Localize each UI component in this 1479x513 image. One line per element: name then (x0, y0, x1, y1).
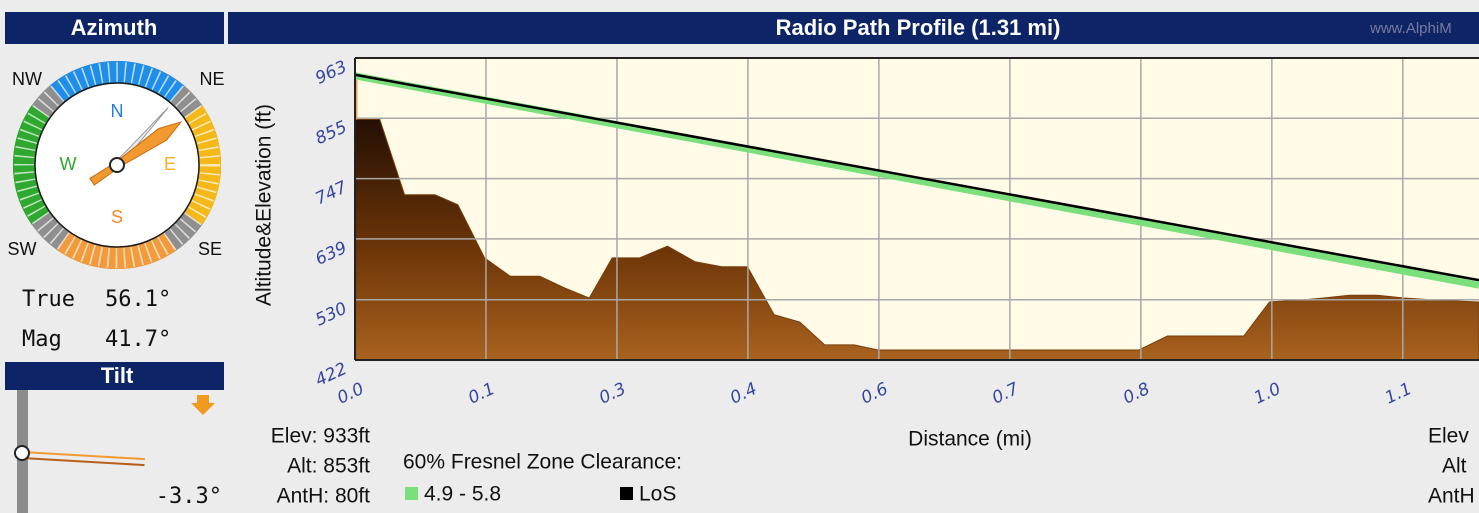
watermark: www.AlphiM (1369, 20, 1452, 37)
site-anth: AntH: 80ft (277, 485, 371, 508)
legend: 4.9 - 5.8 LoS (405, 483, 676, 506)
x-tick-label: 0.4 (727, 379, 760, 409)
legend-label: 4.9 - 5.8 (424, 483, 501, 506)
compass-ne: NE (199, 69, 224, 89)
screen: Azimuth Radio Path Profile (1.31 mi) www… (0, 0, 1479, 513)
y-tick-label: 530 (312, 299, 350, 331)
remote-anth: AntH (1428, 485, 1475, 508)
true-bearing: 56.1° (105, 287, 171, 312)
remote-elev: Elev (1428, 425, 1469, 448)
legend-label: LoS (639, 483, 676, 506)
needle-hub (110, 158, 124, 172)
true-label: True (22, 287, 75, 312)
y-tick-label: 963 (312, 57, 350, 89)
x-tick-label: 1.0 (1251, 379, 1284, 409)
mag-bearing: 41.7° (105, 327, 171, 352)
tilt-gauge (15, 446, 145, 465)
azimuth-title: Azimuth (71, 15, 158, 40)
x-tick-label: 1.1 (1382, 379, 1415, 409)
page: Azimuth Radio Path Profile (1.31 mi) www… (0, 0, 1479, 513)
legend-swatch (405, 487, 418, 500)
tilt-value: -3.3° (156, 484, 222, 509)
x-tick-label: 0.7 (989, 379, 1022, 409)
legend-title: 60% Fresnel Zone Clearance: (403, 451, 682, 474)
remote-alt: Alt (1442, 455, 1467, 478)
compass-n: N (111, 101, 124, 121)
x-tick-label: 0.3 (596, 379, 629, 409)
tilt-needle-line (22, 452, 145, 459)
profile-title: Radio Path Profile (1.31 mi) (776, 15, 1061, 40)
tilt-title: Tilt (101, 363, 134, 388)
legend-swatch (620, 487, 633, 500)
tilt-hub (15, 446, 29, 460)
compass-se: SE (198, 239, 222, 259)
site-elev: Elev: 933ft (271, 425, 370, 448)
x-tick-label: 0.6 (858, 379, 891, 409)
tilt-needle-line (22, 458, 145, 465)
x-axis-label: Distance (mi) (908, 428, 1032, 451)
compass-w: W (60, 154, 77, 174)
mag-label: Mag (22, 327, 62, 352)
compass-sw: SW (8, 239, 37, 259)
y-axis-label: Altitude&Elevation (ft) (253, 104, 276, 306)
site-alt: Alt: 853ft (287, 455, 370, 478)
y-tick-label: 855 (312, 117, 350, 149)
y-tick-label: 747 (312, 177, 350, 209)
tilt-needle (22, 452, 145, 465)
compass-e: E (164, 154, 176, 174)
y-tick-label: 639 (312, 238, 350, 270)
compass-nw: NW (12, 69, 42, 89)
x-tick-label: 0.8 (1120, 379, 1153, 409)
compass-s: S (111, 207, 123, 227)
x-tick-label: 0.0 (334, 379, 367, 409)
tilt-arrow (191, 395, 215, 415)
x-tick-label: 0.1 (465, 379, 498, 409)
